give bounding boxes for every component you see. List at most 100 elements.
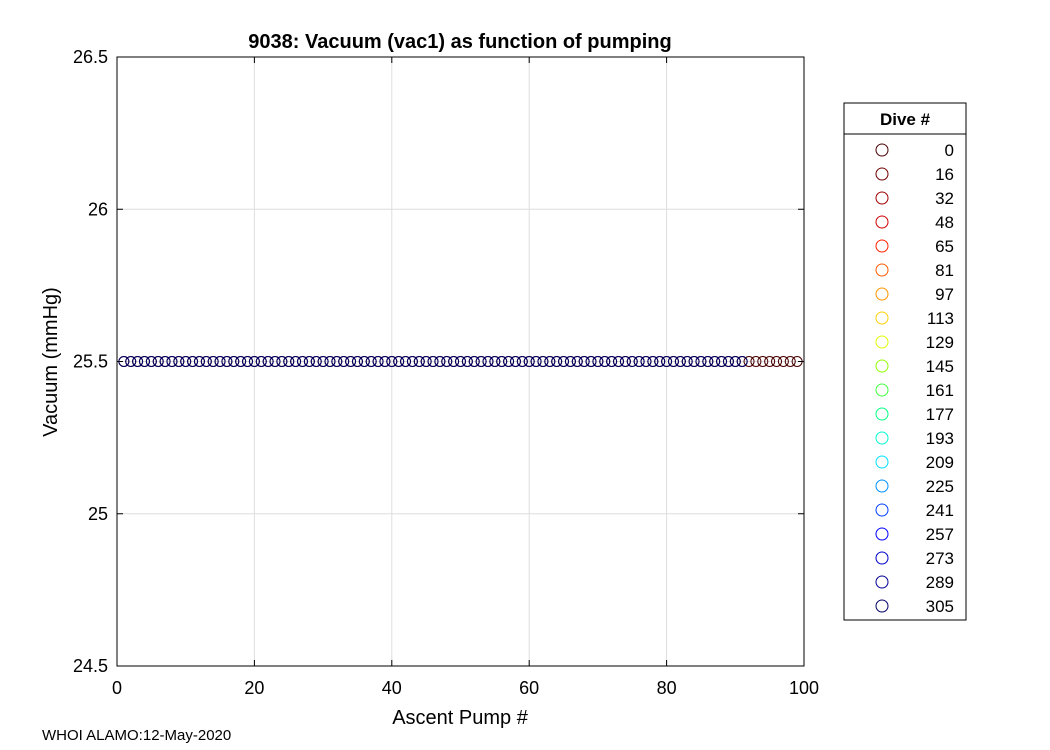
x-tick-label: 20 xyxy=(244,678,264,698)
data-point xyxy=(482,356,494,367)
data-point xyxy=(564,356,576,367)
data-point xyxy=(152,356,164,367)
data-point xyxy=(606,356,618,367)
data-point xyxy=(736,356,748,367)
data-point xyxy=(544,356,556,367)
data-point xyxy=(503,356,515,367)
data-point xyxy=(125,356,137,367)
legend-label: 129 xyxy=(926,333,954,352)
data-point xyxy=(132,356,144,367)
legend-item: 257 xyxy=(875,525,954,544)
legend-label: 65 xyxy=(935,237,954,256)
x-tick-label: 60 xyxy=(519,678,539,698)
data-point xyxy=(324,356,336,367)
data-point xyxy=(626,356,638,367)
data-point xyxy=(640,356,652,367)
data-point xyxy=(248,356,260,367)
data-point xyxy=(138,356,150,367)
y-tick-label: 25 xyxy=(88,504,108,524)
legend-label: 177 xyxy=(926,405,954,424)
data-point xyxy=(455,356,466,367)
chart-title: 9038: Vacuum (vac1) as function of pumpi… xyxy=(248,31,671,53)
data-point xyxy=(310,356,322,367)
data-point xyxy=(413,356,425,367)
data-point xyxy=(743,356,755,367)
legend-marker xyxy=(875,191,889,205)
data-point xyxy=(461,356,473,367)
data-point xyxy=(303,356,315,367)
x-tick-label: 80 xyxy=(657,678,677,698)
data-point xyxy=(784,356,796,367)
data-point xyxy=(496,356,508,367)
series-dive-305 xyxy=(118,356,748,367)
data-point xyxy=(558,356,570,367)
data-point xyxy=(221,356,233,367)
footer-stamp: WHOI ALAMO:12-May-2020 xyxy=(42,727,232,744)
data-point xyxy=(777,356,789,367)
legend-label: 305 xyxy=(926,597,954,616)
legend-item: 81 xyxy=(875,261,954,280)
data-point xyxy=(173,356,185,367)
data-point xyxy=(551,356,563,367)
legend-label: 0 xyxy=(945,141,954,160)
data-point xyxy=(427,356,439,367)
data-point xyxy=(207,356,219,367)
data-point xyxy=(283,356,295,367)
y-axis-label: Vacuum (mmHg) xyxy=(40,287,62,437)
data-point xyxy=(200,356,212,367)
legend-label: 225 xyxy=(926,477,954,496)
legend-title: Dive # xyxy=(880,110,931,129)
data-point xyxy=(654,356,666,367)
data-point xyxy=(372,356,384,367)
data-point xyxy=(235,356,247,367)
data-point xyxy=(537,356,549,367)
legend-label: 161 xyxy=(926,381,954,400)
legend-marker xyxy=(875,239,889,253)
legend-label: 32 xyxy=(935,189,954,208)
data-point xyxy=(296,356,308,367)
legend-item: 241 xyxy=(875,501,954,520)
y-tick-label: 25.5 xyxy=(73,352,108,372)
legend-item: 305 xyxy=(875,597,954,616)
data-point xyxy=(242,356,254,367)
data-point xyxy=(674,356,686,367)
data-point xyxy=(365,356,377,367)
legend-label: 113 xyxy=(927,309,954,328)
x-axis-label: Ascent Pump # xyxy=(392,707,529,729)
legend-item: 65 xyxy=(875,237,954,256)
legend-marker xyxy=(875,167,889,181)
legend-item: 177 xyxy=(875,405,954,424)
legend-marker xyxy=(875,551,889,565)
data-point xyxy=(585,356,597,367)
legend-item: 193 xyxy=(875,429,954,448)
legend-label: 16 xyxy=(935,165,954,184)
legend-label: 289 xyxy=(926,573,954,592)
data-point xyxy=(647,356,659,367)
legend-marker xyxy=(875,311,889,325)
legend-item: 0 xyxy=(875,141,954,160)
data-point xyxy=(709,356,721,367)
legend-marker xyxy=(875,503,889,517)
data-point xyxy=(379,356,391,367)
legend-item: 145 xyxy=(875,357,954,376)
y-tick-label: 24.5 xyxy=(73,656,108,676)
data-point xyxy=(667,356,679,367)
data-point xyxy=(331,356,343,367)
legend-item: 129 xyxy=(875,333,954,352)
axis-ticks: 0 20 40 60 80 100 24.5 25 25.5 26 26.5 xyxy=(73,47,819,698)
data-point xyxy=(193,356,205,367)
data-point xyxy=(255,356,267,367)
y-tick-label: 26.5 xyxy=(73,47,108,67)
data-point xyxy=(661,356,673,367)
data-point xyxy=(613,356,625,367)
data-point xyxy=(187,356,199,367)
x-tick-label: 0 xyxy=(112,678,122,698)
legend-label: 209 xyxy=(926,453,954,472)
data-point xyxy=(475,356,487,367)
data-point xyxy=(351,356,363,367)
data-point xyxy=(716,356,728,367)
legend-marker xyxy=(875,455,889,469)
data-point xyxy=(406,356,418,367)
data-point xyxy=(729,356,741,367)
data-point xyxy=(434,356,446,367)
